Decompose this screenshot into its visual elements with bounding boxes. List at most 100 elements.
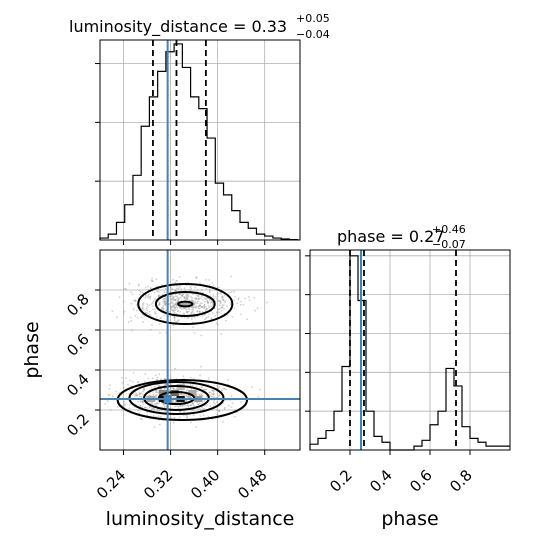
scatter-point — [139, 400, 142, 403]
scatter-point — [221, 421, 224, 423]
scatter-point — [138, 412, 141, 415]
scatter-point — [194, 297, 196, 300]
scatter-point — [170, 295, 173, 298]
scatter-point — [141, 291, 144, 294]
scatter-point — [177, 287, 180, 290]
scatter-point — [164, 298, 167, 301]
scatter-point — [143, 380, 146, 383]
scatter-point — [185, 311, 188, 314]
scatter-point — [216, 401, 218, 404]
scatter-point — [156, 378, 158, 381]
scatter-point — [145, 295, 148, 297]
scatter-point — [174, 293, 177, 296]
scatter-point — [171, 400, 174, 403]
scatter-point — [154, 297, 157, 300]
scatter-point — [226, 314, 229, 316]
scatter-point — [156, 376, 159, 379]
scatter-point — [163, 301, 166, 303]
scatter-point — [139, 290, 142, 293]
scatter-point — [189, 384, 192, 387]
scatter-point — [197, 393, 200, 395]
scatter-point — [138, 283, 140, 286]
scatter-point — [157, 385, 160, 388]
scatter-point — [146, 309, 149, 312]
scatter-point — [227, 404, 230, 407]
scatter-point — [132, 392, 135, 395]
scatter-point — [188, 308, 191, 311]
scatter-point — [207, 302, 210, 304]
scatter-point — [221, 297, 224, 299]
scatter-point — [208, 313, 211, 315]
scatter-point — [184, 399, 187, 402]
scatter-point — [144, 286, 147, 289]
scatter-point — [174, 289, 177, 292]
scatter-point — [184, 396, 187, 398]
scatter-point — [212, 294, 215, 296]
x-tick-label: 0.48 — [234, 466, 270, 502]
scatter-point — [163, 291, 166, 293]
scatter-point — [251, 386, 253, 388]
scatter-point — [192, 300, 195, 302]
scatter-point — [223, 294, 226, 296]
scatter-point — [168, 295, 171, 298]
scatter-point — [122, 386, 125, 389]
scatter-point — [181, 294, 184, 297]
scatter-point — [168, 302, 171, 305]
scatter-point — [233, 307, 236, 309]
scatter-point — [186, 296, 189, 299]
scatter-point — [177, 298, 180, 301]
scatter-point — [200, 392, 203, 395]
scatter-point — [221, 306, 224, 309]
scatter-point — [141, 401, 144, 404]
scatter-point — [199, 311, 201, 314]
scatter-point — [136, 394, 139, 396]
scatter-point — [153, 408, 155, 410]
scatter-point — [135, 394, 138, 396]
scatter-point — [124, 405, 126, 407]
scatter-point — [212, 393, 215, 395]
scatter-point — [221, 298, 224, 301]
scatter-point — [198, 297, 201, 300]
scatter-point — [207, 301, 209, 304]
scatter-point — [209, 405, 212, 408]
scatter-point — [186, 311, 189, 314]
scatter-point — [192, 401, 194, 404]
scatter-point — [225, 388, 228, 391]
scatter-point — [234, 295, 237, 298]
scatter-point — [173, 309, 176, 312]
scatter-point — [147, 295, 150, 297]
scatter-point — [179, 310, 182, 313]
scatter-point — [221, 295, 223, 298]
phase-vs-luminosity-distance-panel: 0.24 0.32 0.40 0.48 0.2 0.4 0.6 0.8 luminosity_… — [21, 249, 301, 530]
scatter-point — [177, 319, 180, 321]
scatter-point — [214, 403, 216, 405]
phase-title: phase = 0.27 — [337, 227, 444, 246]
scatter-point — [164, 303, 167, 305]
scatter-point — [254, 309, 257, 312]
scatter-point — [222, 296, 225, 299]
scatter-point — [192, 306, 195, 308]
scatter-point — [137, 284, 140, 287]
scatter-point — [121, 376, 123, 379]
scatter-point — [134, 300, 137, 302]
scatter-point — [169, 286, 172, 288]
scatter-point — [157, 295, 160, 298]
scatter-point — [190, 404, 193, 406]
scatter-point — [208, 391, 211, 394]
contour-line — [154, 291, 216, 317]
scatter-point — [199, 304, 202, 307]
x-tick-label: 0.6 — [406, 466, 436, 496]
scatter-point — [130, 385, 132, 387]
scatter-point — [220, 301, 223, 304]
scatter-point — [191, 384, 194, 387]
scatter-point — [185, 308, 188, 311]
scatter-point — [173, 306, 175, 309]
scatter-point — [151, 377, 154, 380]
scatter-point — [175, 321, 178, 323]
scatter-point — [186, 416, 189, 419]
scatter-point — [188, 396, 191, 399]
scatter-point — [197, 305, 200, 307]
scatter-point — [186, 388, 189, 391]
x-axis-label-phase: phase — [381, 508, 438, 530]
scatter-point — [205, 308, 208, 310]
